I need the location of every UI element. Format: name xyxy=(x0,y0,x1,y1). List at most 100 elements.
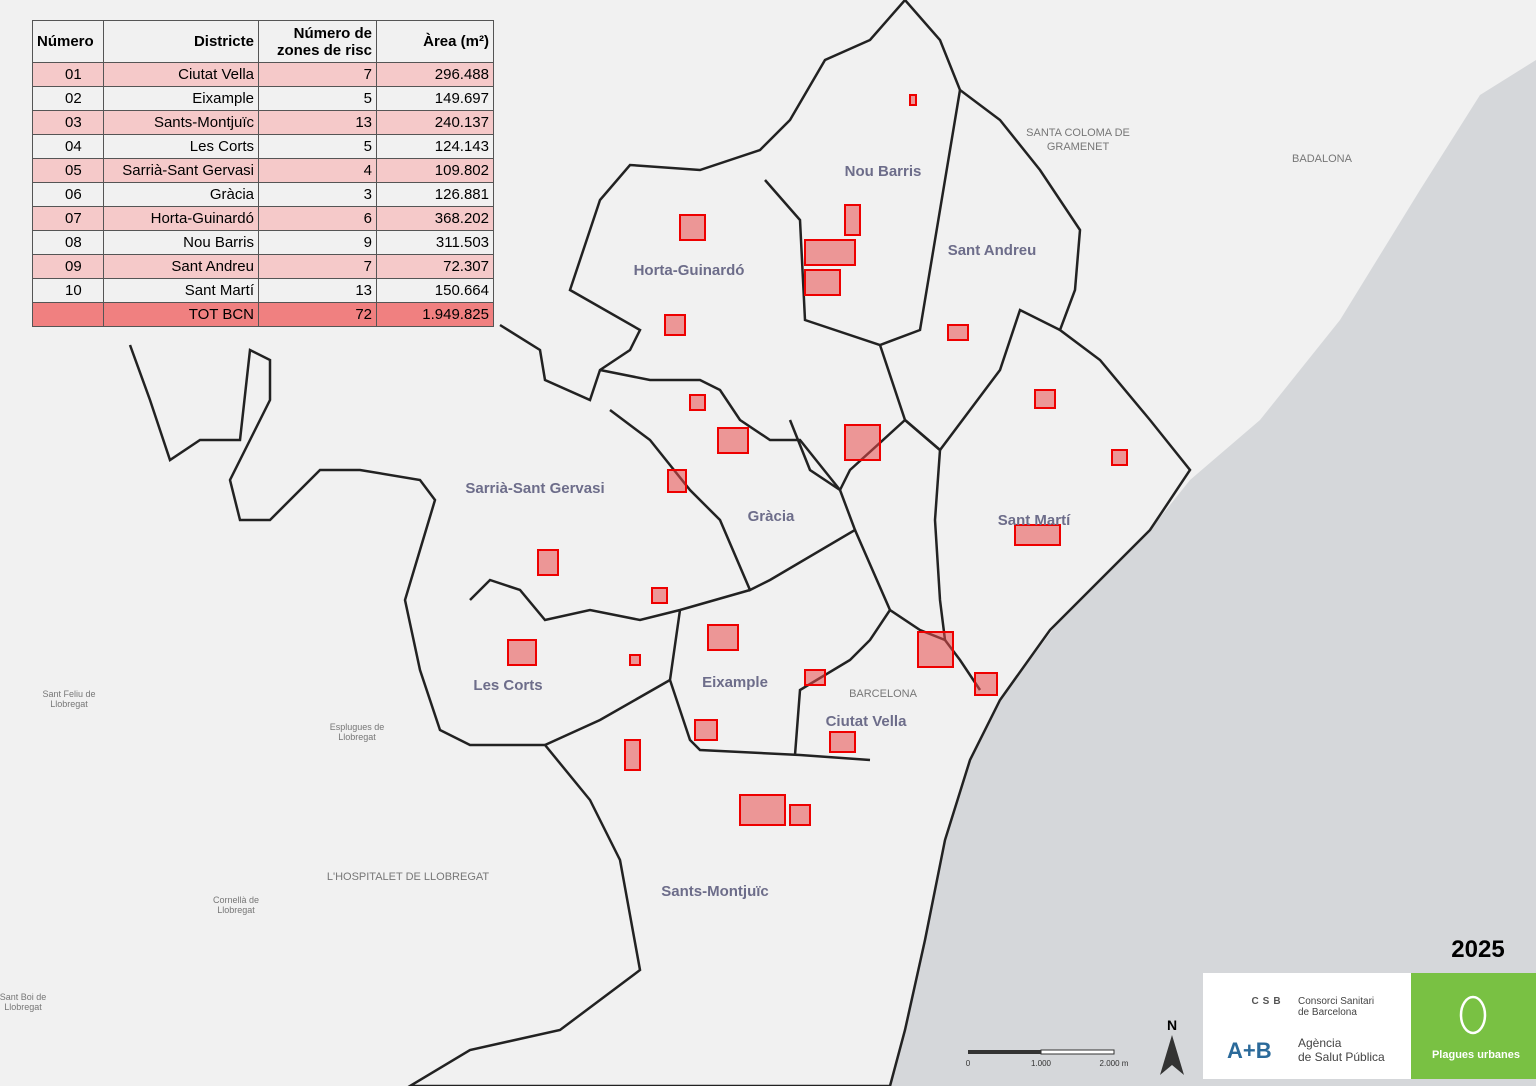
table-cell: 7 xyxy=(258,254,377,279)
table-cell: 150.664 xyxy=(376,278,494,303)
district-label: Sant Andreu xyxy=(948,242,1037,259)
table-row: 10 Sant Martí 13 150.664 xyxy=(32,278,494,303)
place-label: Llobregat xyxy=(50,699,88,709)
table-cell: 5 xyxy=(258,134,377,159)
column-header: Número xyxy=(32,20,104,63)
scale-label: 0 xyxy=(966,1059,971,1068)
aspb-name: Agència xyxy=(1298,1036,1342,1050)
table-row: 02 Eixample 5 149.697 xyxy=(32,86,494,111)
table-cell: Sant Andreu xyxy=(103,254,259,279)
table-cell: Les Corts xyxy=(103,134,259,159)
table-cell: 126.881 xyxy=(376,182,494,207)
risk-zones xyxy=(507,94,1128,826)
table-cell: 124.143 xyxy=(376,134,494,159)
csb-logo: CSB xyxy=(1251,996,1284,1007)
scale-bar xyxy=(968,1049,1115,1055)
table-cell: 1.949.825 xyxy=(376,302,494,327)
column-header: Districte xyxy=(103,20,259,63)
year: 2025 xyxy=(1451,936,1504,963)
table-cell: Horta-Guinardó xyxy=(103,206,259,231)
place-label: Sant Boi de xyxy=(0,992,46,1002)
table-cell: TOT BCN xyxy=(103,302,259,327)
risk-table: Número Districte Número de zones de risc Àr… xyxy=(32,20,494,327)
table-cell: 13 xyxy=(258,278,377,303)
table-cell: 149.697 xyxy=(376,86,494,111)
table-row: 05 Sarrià-Sant Gervasi 4 109.802 xyxy=(32,158,494,183)
table-cell: 6 xyxy=(258,206,377,231)
place-label: Esplugues de xyxy=(330,722,385,732)
place-label: GRAMENET xyxy=(1047,141,1110,153)
district-label: Les Corts xyxy=(473,677,542,694)
table-cell: Sant Martí xyxy=(103,278,259,303)
table-cell xyxy=(32,302,104,327)
table-row: 04 Les Corts 5 124.143 xyxy=(32,134,494,159)
district-label: Gràcia xyxy=(748,508,795,525)
table-cell: 09 xyxy=(32,254,104,279)
table-row: 08 Nou Barris 9 311.503 xyxy=(32,230,494,255)
district-label: Sant Martí xyxy=(998,512,1071,529)
table-row: 01 Ciutat Vella 7 296.488 xyxy=(32,62,494,87)
table-cell: 02 xyxy=(32,86,104,111)
place-label: BADALONA xyxy=(1292,153,1353,165)
logo-panel xyxy=(1203,973,1411,1079)
table-cell: 4 xyxy=(258,158,377,183)
column-header: Àrea (m²) xyxy=(376,20,494,63)
district-label: Eixample xyxy=(702,674,768,691)
district-label: Ciutat Vella xyxy=(826,713,908,730)
table-cell: Sants-Montjuïc xyxy=(103,110,259,135)
district-label: Horta-Guinardó xyxy=(634,262,745,279)
table-cell: Sarrià-Sant Gervasi xyxy=(103,158,259,183)
place-label: BARCELONA xyxy=(849,688,918,700)
table-cell: 311.503 xyxy=(376,230,494,255)
north-arrow xyxy=(1160,1035,1184,1075)
table-row: 03 Sants-Montjuïc 13 240.137 xyxy=(32,110,494,135)
place-label: Llobregat xyxy=(217,905,255,915)
plagues-panel xyxy=(1411,973,1536,1079)
table-cell: Eixample xyxy=(103,86,259,111)
csb-name: Consorci Sanitari xyxy=(1298,996,1374,1007)
table-cell: 296.488 xyxy=(376,62,494,87)
insect-icon xyxy=(1459,995,1487,1035)
table-cell: 72.307 xyxy=(376,254,494,279)
table-row: 07 Horta-Guinardó 6 368.202 xyxy=(32,206,494,231)
table-cell: Ciutat Vella xyxy=(103,62,259,87)
table-row: 06 Gràcia 3 126.881 xyxy=(32,182,494,207)
table-cell: 13 xyxy=(258,110,377,135)
district-label: Sarrià-Sant Gervasi xyxy=(465,480,604,497)
place-label: L'HOSPITALET DE LLOBREGAT xyxy=(327,871,490,883)
aspb-name: de Salut Pública xyxy=(1298,1050,1385,1064)
scale-label: 2.000 m xyxy=(1100,1059,1129,1068)
place-label: SANTA COLOMA DE xyxy=(1026,127,1130,139)
table-cell: 06 xyxy=(32,182,104,207)
table-cell: 368.202 xyxy=(376,206,494,231)
table-cell: 10 xyxy=(32,278,104,303)
district-boundaries xyxy=(128,0,1192,1086)
column-header: Número de zones de risc xyxy=(258,20,377,63)
table-cell: 240.137 xyxy=(376,110,494,135)
table-cell: 05 xyxy=(32,158,104,183)
table-cell: 08 xyxy=(32,230,104,255)
place-label: Llobregat xyxy=(338,732,376,742)
table-cell: 109.802 xyxy=(376,158,494,183)
sea xyxy=(890,60,1536,1086)
place-label: Sant Feliu de xyxy=(42,689,95,699)
place-label: Cornellà de xyxy=(213,895,259,905)
table-cell: 3 xyxy=(258,182,377,207)
table-cell: Gràcia xyxy=(103,182,259,207)
table-cell: 01 xyxy=(32,62,104,87)
table-cell: 5 xyxy=(258,86,377,111)
plagues-label: Plagues urbanes xyxy=(1432,1049,1520,1061)
table-cell: 04 xyxy=(32,134,104,159)
scale-label: 1.000 xyxy=(1031,1059,1052,1068)
csb-name: de Barcelona xyxy=(1298,1007,1357,1018)
table-cell: Nou Barris xyxy=(103,230,259,255)
north-label: N xyxy=(1167,1017,1177,1033)
district-label: Sants-Montjuïc xyxy=(661,883,769,900)
aspb-logo: A+B xyxy=(1227,1038,1272,1063)
district-label: Nou Barris xyxy=(845,163,922,180)
table-cell: 7 xyxy=(258,62,377,87)
table-cell: 07 xyxy=(32,206,104,231)
place-label: Llobregat xyxy=(4,1002,42,1012)
